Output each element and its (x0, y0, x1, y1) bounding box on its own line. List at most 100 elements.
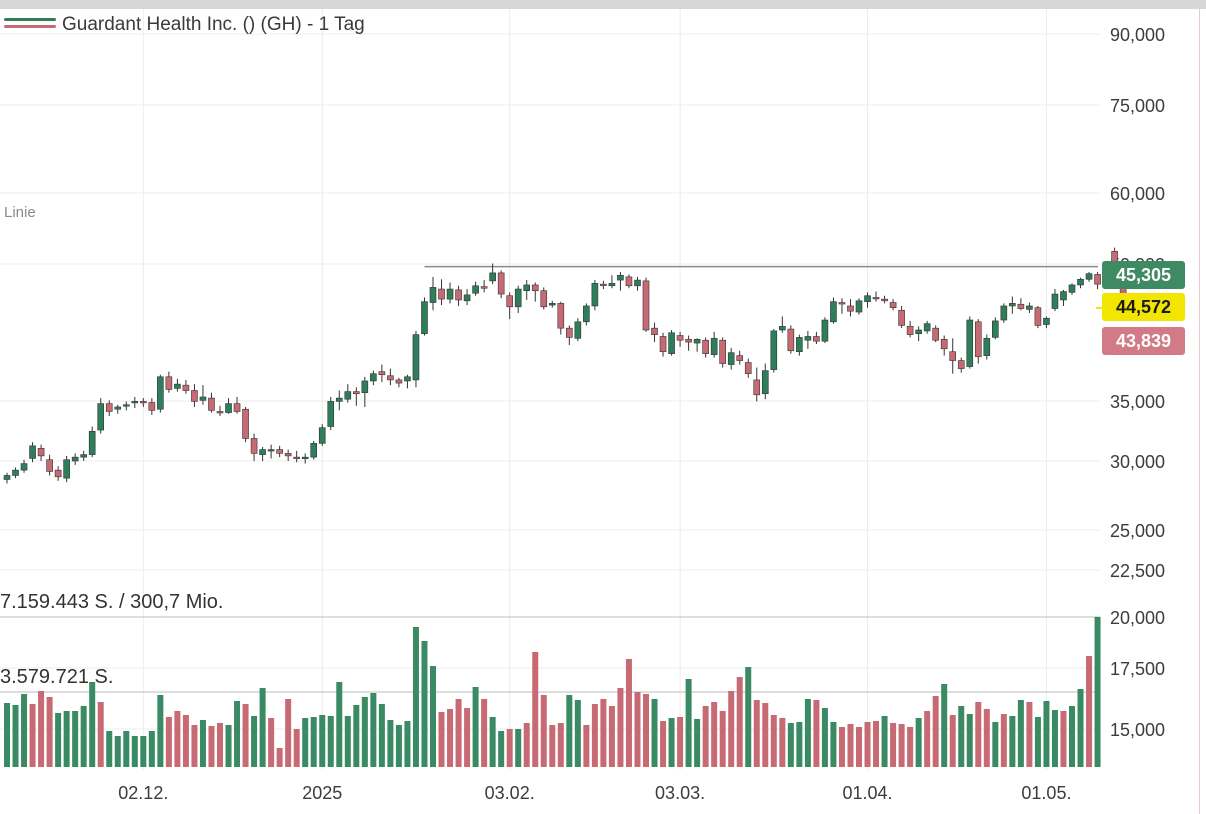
candle-body (949, 351, 957, 361)
candle-body (80, 454, 87, 458)
candle-body (744, 362, 752, 374)
volume-bar (625, 659, 632, 767)
volume-bar (46, 697, 53, 767)
candle-body (710, 338, 718, 355)
candle-body (702, 339, 709, 354)
candle-body (455, 289, 462, 301)
candle-body (63, 459, 70, 479)
volume-bar (796, 722, 803, 767)
indicator-label[interactable]: Linie (4, 204, 36, 221)
volume-bar (4, 703, 10, 767)
candle-body (29, 445, 36, 459)
candle-body (574, 321, 582, 339)
volume-bar (1009, 716, 1016, 767)
candle-body (625, 276, 633, 287)
volume-bar (361, 697, 368, 767)
candle-body (915, 329, 922, 334)
volume-bar (165, 717, 172, 767)
volume-bar (1043, 701, 1050, 767)
candle-body (591, 283, 599, 307)
candle-body (174, 383, 181, 389)
candle-body (404, 376, 411, 382)
candle-body (523, 284, 531, 292)
candle-body (395, 379, 403, 384)
volume-bar (199, 720, 206, 767)
candle-body (847, 305, 854, 312)
volume-bar (21, 694, 28, 767)
candle-body (140, 401, 147, 404)
x-tick-label: 03.03. (655, 783, 705, 803)
volume-bar (898, 724, 905, 767)
volume-bar (387, 720, 394, 767)
volume-bar (123, 731, 130, 767)
volume-bar (600, 699, 607, 767)
candle-body (992, 320, 999, 338)
candle-body (906, 326, 914, 335)
volume-bar (472, 687, 479, 767)
candle-body (770, 330, 778, 370)
volume-bar (106, 731, 113, 767)
volume-bar (617, 688, 624, 767)
candle-body (20, 463, 28, 471)
volume-bar (532, 652, 539, 767)
volume-bar (302, 718, 309, 767)
y-tick-label: 35,000 (1110, 392, 1165, 412)
candle-body (199, 396, 207, 401)
candle-body (1009, 303, 1016, 307)
candle-body (12, 469, 19, 476)
candle-body (872, 297, 880, 300)
volume-bar (813, 700, 820, 767)
volume-bar (779, 718, 786, 767)
volume-bar (515, 729, 522, 767)
candle-body (472, 285, 479, 294)
volume-bar (591, 704, 598, 767)
candle-body (463, 294, 471, 302)
candle-body (821, 319, 829, 342)
volume-bar (608, 706, 615, 767)
candle-body (105, 403, 113, 412)
candle-body (1085, 273, 1093, 280)
candle-body (983, 338, 991, 356)
volume-bar (677, 717, 684, 767)
candle-body (353, 391, 360, 395)
candle-body (335, 397, 343, 402)
candle-body (659, 336, 667, 353)
y-tick-label: 30,000 (1110, 452, 1165, 472)
volume-bar (421, 641, 428, 767)
volume-bar (370, 693, 377, 767)
candle-body (191, 390, 198, 402)
candle-body (719, 339, 726, 364)
volume-bar (719, 711, 726, 767)
volume-bar (412, 627, 419, 767)
candle-body (267, 449, 275, 452)
candle-body (318, 427, 326, 444)
candle-body (557, 303, 565, 329)
volume-max-label: 7.159.443 S. / 300,7 Mio. (0, 591, 224, 613)
volume-bar (395, 725, 402, 767)
volume-bar (915, 718, 922, 767)
volume-bar (174, 711, 181, 767)
volume-bar (924, 711, 931, 767)
volume-bar (864, 722, 871, 767)
candle-body (566, 327, 573, 338)
candle-body (489, 272, 496, 282)
y-tick-label: 60,000 (1110, 184, 1165, 204)
volume-bar (114, 736, 121, 767)
candle-body (208, 397, 215, 411)
candle-body (71, 456, 79, 462)
price-badge-low: 43,839 (1102, 327, 1185, 355)
candle-body (642, 280, 650, 331)
candle-body (438, 288, 445, 300)
volume-bar (12, 705, 19, 767)
candle-body (957, 360, 965, 369)
volume-bar (830, 722, 837, 767)
volume-bar (1017, 700, 1024, 767)
x-tick-label: 02.12. (118, 783, 168, 803)
volume-bar (268, 718, 275, 767)
candle-body (1094, 274, 1101, 285)
volume-bar (694, 719, 701, 767)
volume-bar (1077, 689, 1084, 767)
volume-bar (1086, 656, 1093, 767)
candle-body (651, 327, 658, 335)
